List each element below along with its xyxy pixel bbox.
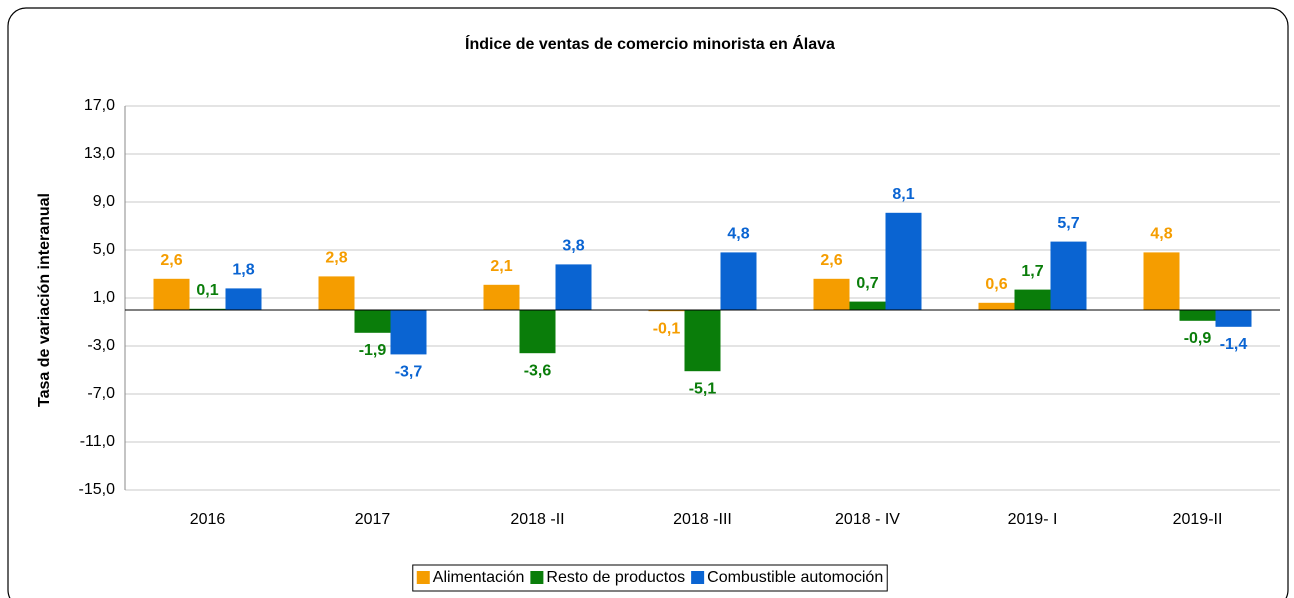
bar	[978, 302, 1015, 310]
bar	[519, 310, 556, 354]
x-tick-label: 2018 -III	[673, 511, 732, 528]
legend-swatch	[691, 571, 705, 584]
bar	[1143, 252, 1180, 310]
data-label: 0,1	[196, 282, 218, 299]
bar	[225, 288, 262, 310]
y-tick-label: -11,0	[80, 433, 115, 450]
y-tick-label: 9,0	[93, 193, 115, 210]
data-label: -1,9	[359, 342, 387, 359]
data-label: 5,7	[1057, 215, 1079, 232]
data-label: -1,4	[1220, 336, 1248, 353]
x-tick-label: 2017	[355, 511, 391, 528]
data-label: 0,6	[985, 276, 1007, 293]
y-axis-title: Tasa de variación interanual	[36, 193, 53, 407]
y-tick-label: 13,0	[84, 145, 115, 162]
data-label: -0,1	[653, 320, 681, 337]
bar	[1179, 310, 1216, 321]
bar	[684, 310, 721, 372]
legend: Alimentación Resto de productos Combustibl…	[412, 564, 888, 592]
bar	[153, 278, 190, 310]
y-tick-label: 1,0	[93, 289, 115, 306]
data-label: 0,7	[856, 275, 878, 292]
bar	[720, 252, 757, 310]
data-label: -3,6	[524, 362, 552, 379]
bar	[1215, 310, 1252, 327]
data-label: -0,9	[1184, 330, 1212, 347]
x-tick-label: 2019-II	[1173, 511, 1223, 528]
bar	[813, 278, 850, 310]
bar	[555, 264, 592, 310]
data-label: 1,8	[232, 262, 254, 279]
bar	[390, 310, 427, 355]
y-tick-label: 5,0	[93, 241, 115, 258]
data-label: 2,6	[820, 252, 842, 269]
x-tick-label: 2018 - IV	[835, 511, 900, 528]
legend-label: Alimentación	[433, 569, 525, 586]
y-tick-label: -3,0	[87, 337, 115, 354]
data-label: 2,8	[325, 250, 347, 267]
bar	[483, 284, 520, 310]
data-label: 2,6	[160, 252, 182, 269]
data-label: 4,8	[727, 226, 749, 243]
bar	[1014, 289, 1051, 310]
data-label: -5,1	[689, 380, 717, 397]
chart-border	[7, 7, 1289, 598]
bar	[648, 310, 685, 312]
x-tick-label: 2016	[190, 511, 226, 528]
bar	[849, 301, 886, 310]
data-label: 8,1	[892, 186, 914, 203]
legend-swatch	[530, 571, 544, 584]
data-label: 1,7	[1021, 263, 1043, 280]
data-label: 3,8	[562, 238, 584, 255]
y-tick-label: 17,0	[84, 97, 115, 114]
bar	[354, 310, 391, 333]
bar	[1050, 241, 1087, 310]
x-tick-label: 2019- I	[1008, 511, 1058, 528]
y-tick-label: -15,0	[79, 481, 116, 498]
legend-box	[412, 564, 888, 592]
chart-title: Índice de ventas de comercio minorista e…	[465, 34, 835, 53]
data-label: 4,8	[1150, 226, 1172, 243]
data-label: -3,7	[395, 364, 423, 381]
y-tick-label: -7,0	[87, 385, 115, 402]
legend-label: Combustible automoción	[707, 569, 883, 586]
bar	[189, 308, 226, 310]
data-label: 2,1	[490, 258, 512, 275]
x-tick-label: 2018 -II	[510, 511, 564, 528]
bar	[885, 212, 922, 310]
bar	[318, 276, 355, 310]
legend-swatch	[416, 571, 430, 584]
legend-label: Resto de productos	[546, 569, 685, 586]
